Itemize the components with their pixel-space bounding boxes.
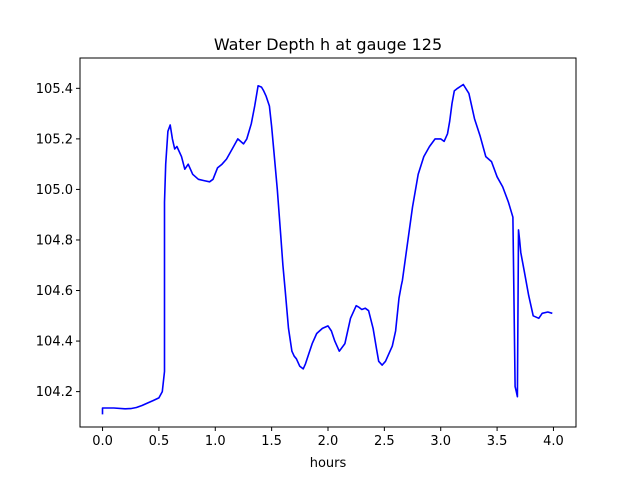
x-tick-label: 4.0 <box>543 434 564 449</box>
y-tick-label: 105.0 <box>36 183 73 198</box>
y-tick-label: 104.6 <box>36 284 73 299</box>
y-tick-label: 104.2 <box>36 385 73 400</box>
x-tick-label: 0.0 <box>92 434 113 449</box>
x-tick-label: 2.0 <box>318 434 339 449</box>
y-tick-label: 104.4 <box>36 335 73 350</box>
water-depth-series-line <box>101 83 553 415</box>
y-tick-label: 105.4 <box>36 82 73 97</box>
x-tick-label: 1.5 <box>261 434 282 449</box>
y-tick-label: 105.2 <box>36 132 73 147</box>
chart-title: Water Depth h at gauge 125 <box>214 35 442 54</box>
x-tick-label: 0.5 <box>149 434 170 449</box>
x-tick-label: 3.5 <box>487 434 508 449</box>
axis-ticks: 0.0 0.5 1.0 1.5 2.0 2.5 3.0 3.5 4.0 104.2 104.4 104… <box>36 82 564 449</box>
x-axis-label: hours <box>310 456 347 471</box>
x-tick-label: 2.5 <box>374 434 395 449</box>
x-tick-label: 1.0 <box>205 434 226 449</box>
axes-frame <box>79 57 577 428</box>
plot-area <box>101 83 553 415</box>
x-tick-label: 3.0 <box>430 434 451 449</box>
y-tick-label: 104.8 <box>36 233 73 248</box>
